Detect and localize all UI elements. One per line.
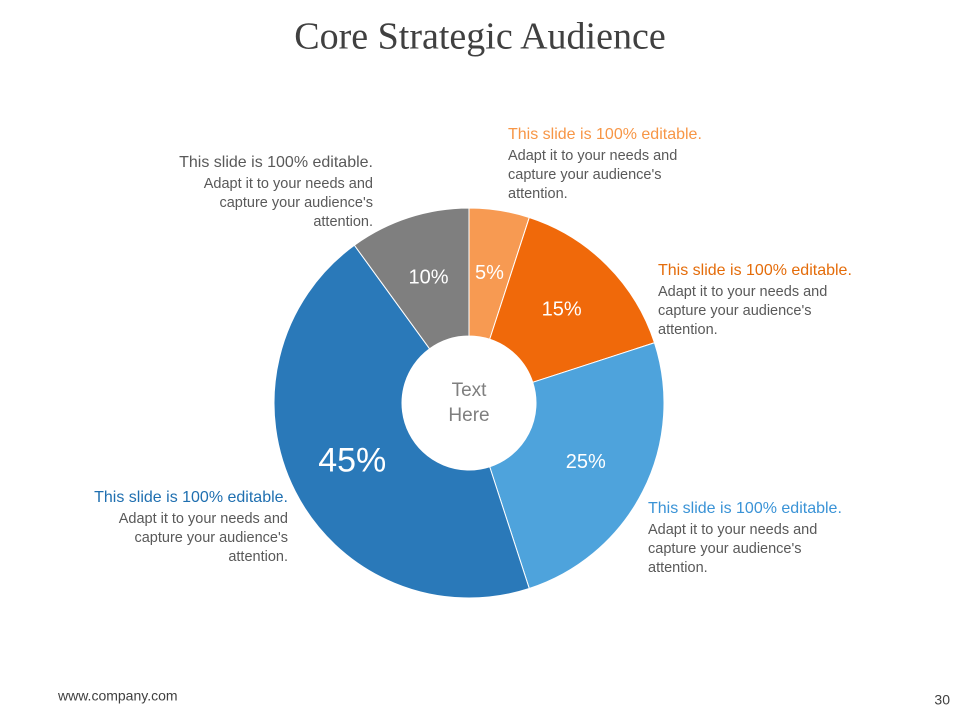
annotation-body: Adapt it to your needs and (119, 511, 288, 527)
annotation-body: Adapt it to your needs and (508, 148, 677, 164)
slice-label: 5% (475, 262, 504, 284)
annotation-title: This slide is 100% editable. (658, 262, 852, 279)
slice-label: 25% (566, 451, 606, 473)
donut-hole (402, 336, 536, 470)
center-text: Here (448, 405, 489, 426)
annotation-body: capture your audience's (134, 530, 288, 546)
chart-title: Core Strategic Audience (294, 16, 665, 58)
center-text: Text (452, 380, 488, 401)
annotation-body: attention. (658, 322, 718, 338)
annotation-body: capture your audience's (219, 195, 373, 211)
footer-url: www.company.com (57, 688, 178, 704)
slice-label: 10% (409, 267, 449, 289)
annotation-body: attention. (313, 214, 373, 230)
donut-slice (353, 207, 470, 350)
annotation-title: This slide is 100% editable. (648, 500, 842, 517)
annotation-body: capture your audience's (658, 303, 812, 319)
annotation-body: Adapt it to your needs and (204, 176, 373, 192)
annotation-body: Adapt it to your needs and (658, 284, 827, 300)
slice-label: 45% (318, 441, 386, 479)
annotation-body: attention. (648, 560, 708, 576)
slice-label: 15% (542, 299, 582, 321)
annotation-title: This slide is 100% editable. (94, 489, 288, 506)
annotation-title: This slide is 100% editable. (508, 126, 702, 143)
annotation-body: attention. (228, 549, 288, 565)
annotation-body: capture your audience's (508, 167, 662, 183)
annotation-body: capture your audience's (648, 541, 802, 557)
annotation-body: attention. (508, 186, 568, 202)
annotation-title: This slide is 100% editable. (179, 154, 373, 171)
page-number: 30 (934, 692, 950, 708)
annotation-body: Adapt it to your needs and (648, 522, 817, 538)
